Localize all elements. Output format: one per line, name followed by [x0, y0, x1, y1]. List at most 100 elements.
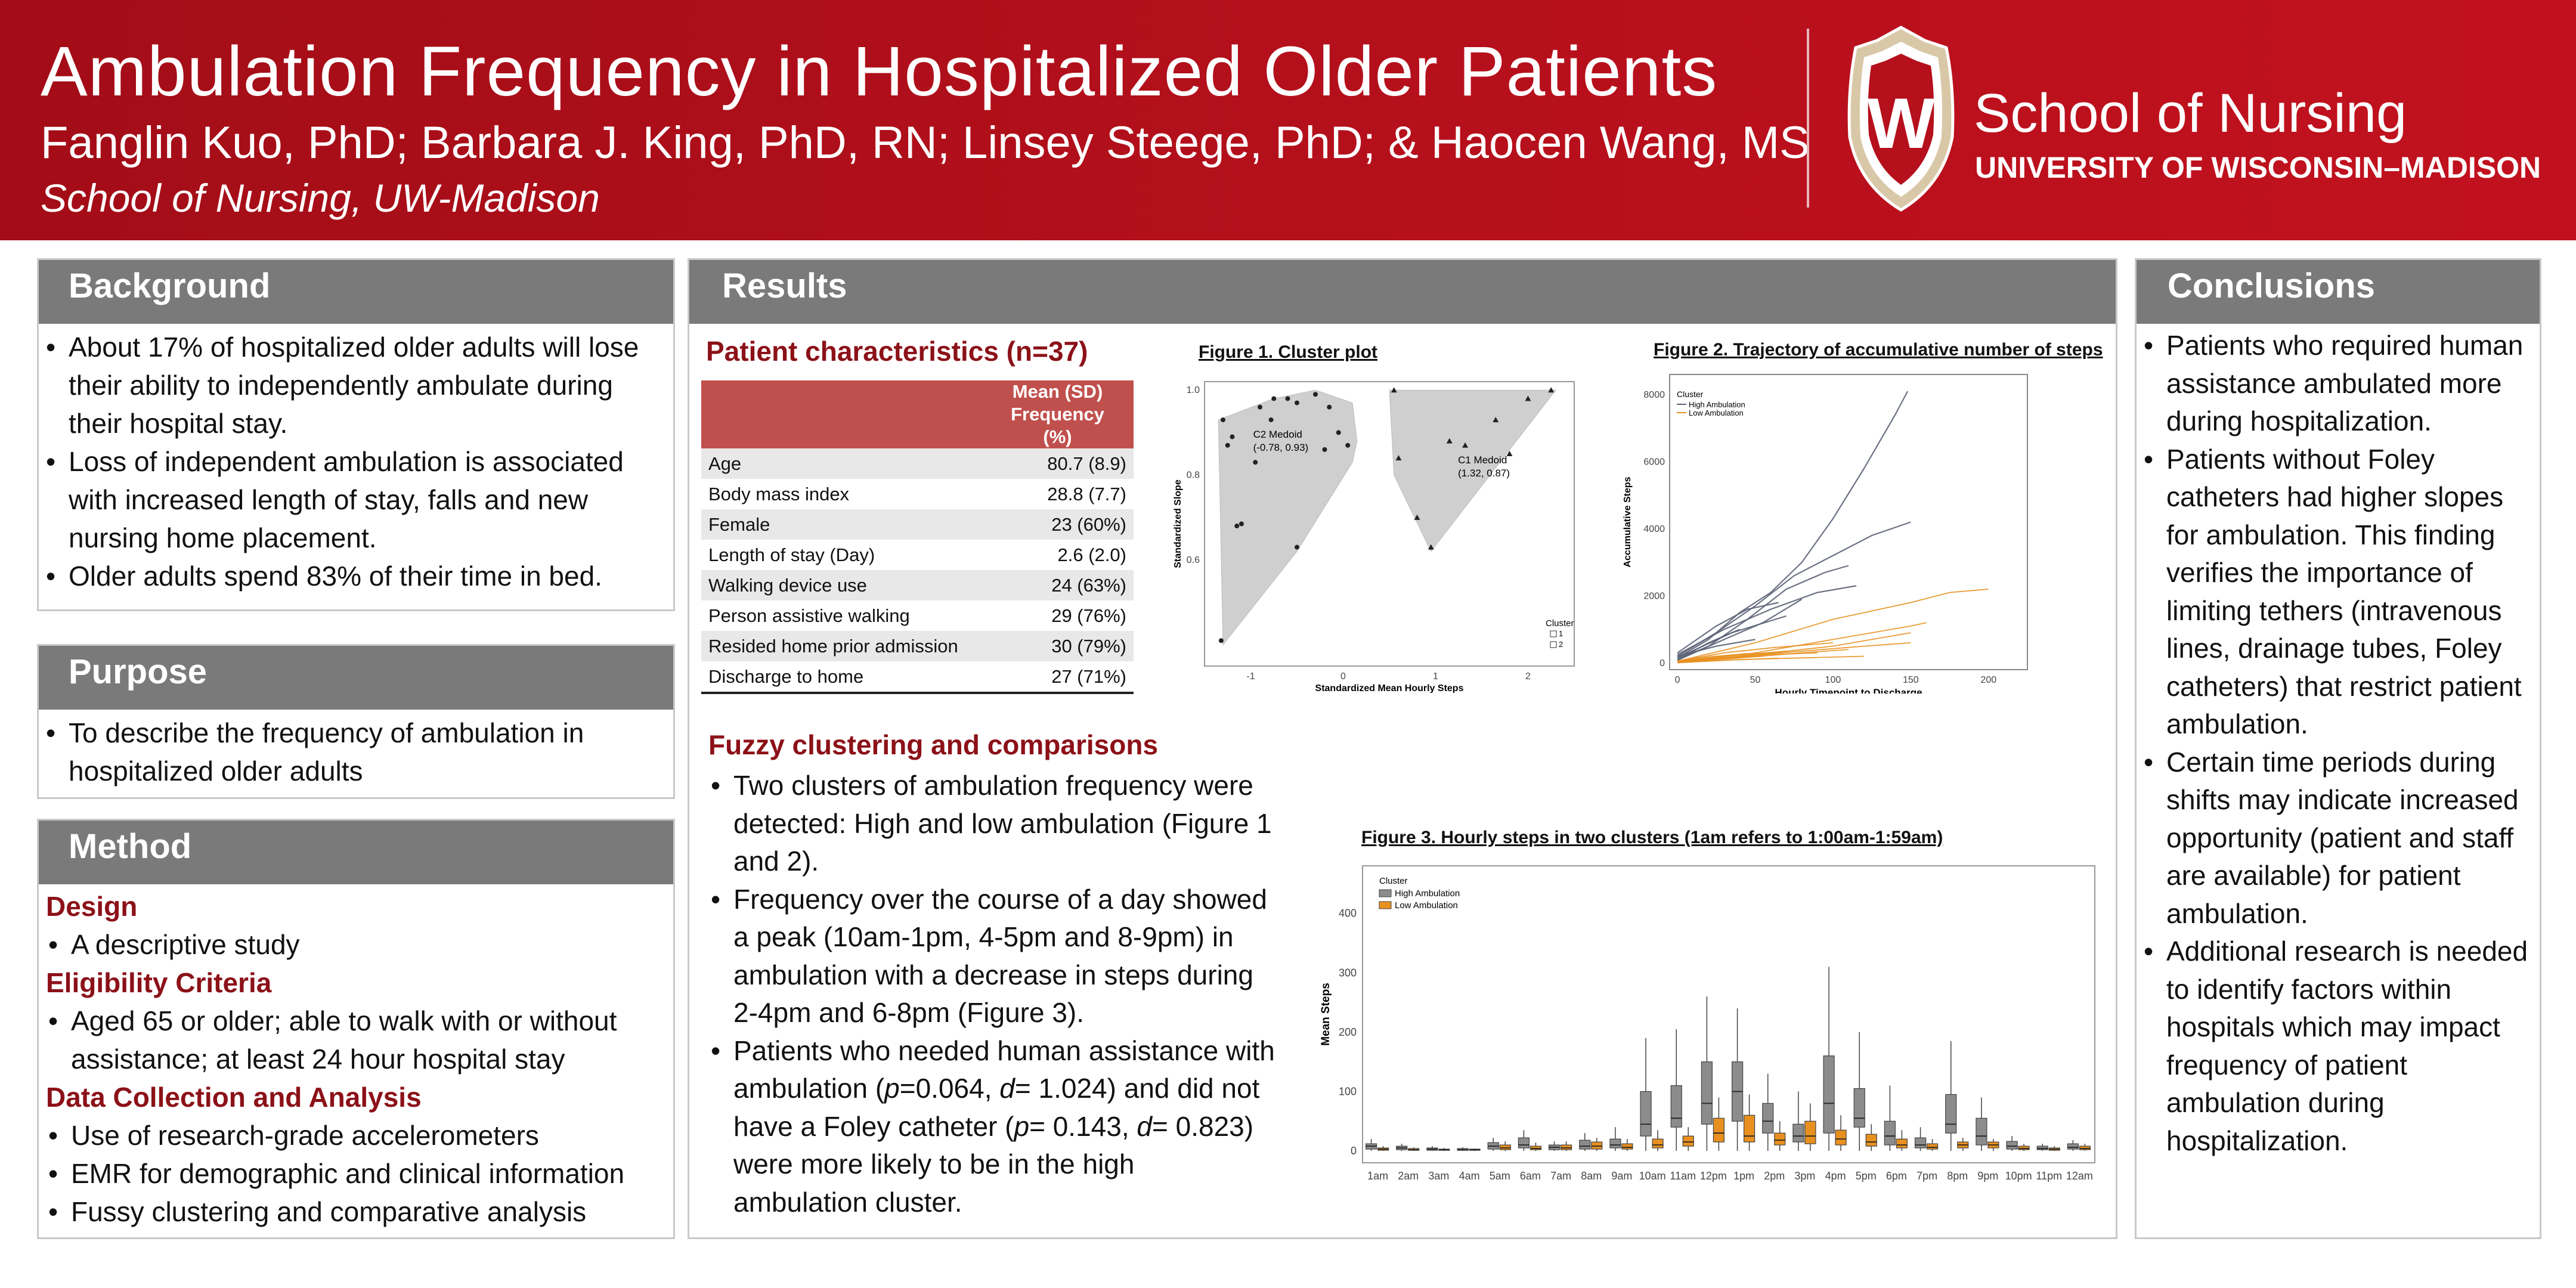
- box: [1914, 1137, 1927, 1148]
- eligibility-label: Eligibility Criteria: [46, 967, 272, 998]
- legend-key: [1550, 630, 1557, 637]
- cluster-point: [1268, 417, 1274, 423]
- table-header-label: [701, 380, 982, 448]
- cluster-point: [1253, 460, 1258, 465]
- cluster-point: [1225, 442, 1230, 448]
- legend-key: [1379, 901, 1392, 909]
- cluster-point: [1525, 395, 1531, 401]
- figure1-caption: Figure 1. Cluster plot: [1199, 342, 1378, 362]
- box: [1701, 1061, 1713, 1125]
- box: [1640, 1091, 1652, 1137]
- cluster-point: [1234, 524, 1240, 529]
- method-heading: Method: [39, 821, 673, 884]
- background-list: About 17% of hospitalized older adults w…: [44, 328, 664, 595]
- x-tick-label: 6am: [1520, 1170, 1541, 1182]
- data-collection-list: Use of research-grade accelerometers EMR…: [46, 1116, 666, 1231]
- list-item: Patients without Foley catheters had hig…: [2141, 441, 2532, 744]
- figure3-caption: Figure 3. Hourly steps in two clusters (…: [1361, 828, 1943, 847]
- figure3-boxplot: 1am 2am 3am 4am 5am 6am 7am 8am 9am 10am 11am 12pm 1…: [1320, 865, 2095, 1182]
- list-item: Patients who needed human assistance wit…: [708, 1032, 1276, 1222]
- cluster-point: [1506, 451, 1513, 457]
- x-tick-label: 2pm: [1764, 1170, 1785, 1182]
- x-axis-label: Hourly Timepoint to Discharge: [1775, 687, 1922, 693]
- poster-title: Ambulation Frequency in Hospitalized Old…: [41, 32, 1718, 111]
- logo-university-name: UNIVERSITY OF WISCONSIN–MADISON: [1975, 151, 2541, 184]
- cluster-point: [1395, 455, 1402, 461]
- purpose-heading: Purpose: [39, 646, 673, 710]
- box: [1713, 1117, 1725, 1143]
- list-item: Two clusters of ambulation frequency wer…: [708, 767, 1276, 881]
- box: [2079, 1145, 2091, 1150]
- x-tick-label: 1pm: [1733, 1170, 1754, 1182]
- x-tick-label: 7pm: [1916, 1170, 1937, 1182]
- cluster-point: [1391, 387, 1397, 393]
- list-item: EMR for demographic and clinical informa…: [46, 1154, 666, 1193]
- cluster-point: [1428, 544, 1434, 550]
- y-tick-label: 0: [1351, 1145, 1357, 1157]
- x-axis-label: Standardized Mean Hourly Steps: [1315, 683, 1464, 693]
- background-panel: Background About 17% of hospitalized old…: [37, 258, 675, 611]
- box: [1945, 1094, 1957, 1134]
- box: [1621, 1143, 1633, 1150]
- cluster-point: [1414, 514, 1420, 520]
- fuzzy-clustering-heading: Fuzzy clustering and comparisons: [708, 729, 1159, 760]
- method-panel: Method Design A descriptive study Eligib…: [37, 819, 675, 1239]
- conclusions-panel: Conclusions Patients who required human …: [2135, 258, 2541, 1239]
- x-tick-label: 3am: [1428, 1170, 1449, 1182]
- box: [2067, 1143, 2079, 1150]
- cluster-point: [1218, 638, 1224, 643]
- x-tick-label: 2: [1525, 671, 1531, 682]
- legend-key: [1379, 889, 1392, 897]
- x-tick-label: 0: [1675, 675, 1680, 685]
- y-tick-label: 300: [1339, 967, 1357, 979]
- crest-letter: W: [1867, 83, 1935, 163]
- x-tick-label: 5pm: [1856, 1170, 1877, 1182]
- box: [1896, 1138, 1908, 1148]
- legend-key: [1550, 641, 1557, 648]
- x-tick-label: 150: [1903, 675, 1919, 685]
- x-tick-label: 1: [1433, 671, 1438, 682]
- box: [1792, 1123, 1804, 1143]
- legend-label: Low Ambulation: [1395, 900, 1458, 911]
- x-tick-label: 0: [1340, 671, 1346, 682]
- box: [1804, 1120, 1816, 1144]
- eligibility-list: Aged 65 or older; able to walk with or w…: [46, 1002, 666, 1078]
- box: [1499, 1144, 1511, 1150]
- table-row: Female 23 (60%): [701, 509, 1134, 540]
- x-tick-label: 4am: [1459, 1170, 1480, 1182]
- legend-label: 1: [1559, 629, 1563, 638]
- high-ambulation-line: [1677, 602, 1779, 654]
- design-list: A descriptive study: [46, 925, 666, 964]
- header-divider: [1807, 29, 1809, 208]
- table-row: Resided home prior admission 30 (79%): [701, 631, 1134, 661]
- cluster-point: [1336, 430, 1341, 435]
- box: [1609, 1138, 1621, 1148]
- y-tick-label: 8000: [1643, 390, 1665, 400]
- y-axis-label: Standardized Slope: [1173, 479, 1183, 568]
- annotation-label: C1 Medoid: [1458, 454, 1507, 466]
- low-ambulation-line: [1677, 655, 1763, 663]
- x-tick-label: 4pm: [1825, 1170, 1846, 1182]
- purpose-panel: Purpose To describe the frequency of amb…: [37, 644, 675, 799]
- list-item: Aged 65 or older; able to walk with or w…: [46, 1002, 666, 1078]
- figure1-cluster-plot: C2 Medoid (-0.78, 0.93) C1 Medoid(1.32, 0.…: [1173, 381, 1575, 693]
- cluster-point: [1345, 442, 1351, 448]
- table-row: Walking device use 24 (63%): [701, 570, 1134, 600]
- legend-label: High Ambulation: [1689, 400, 1745, 409]
- y-tick-label: 0: [1659, 658, 1665, 668]
- cluster-point: [1313, 392, 1318, 397]
- box: [1579, 1140, 1591, 1150]
- box: [1884, 1120, 1896, 1145]
- legend-label: 2: [1559, 640, 1563, 649]
- box: [2006, 1141, 2018, 1150]
- box: [1743, 1114, 1755, 1143]
- high-ambulation-line: [1677, 521, 1911, 657]
- cluster-point: [1230, 434, 1235, 439]
- x-tick-label: 200: [1980, 675, 1996, 685]
- list-item: Older adults spend 83% of their time in …: [44, 557, 664, 595]
- y-tick-label: 2000: [1643, 591, 1665, 601]
- x-tick-label: 8am: [1581, 1170, 1602, 1182]
- uw-crest-logo: W: [1847, 26, 1955, 212]
- low-ambulation-line: [1677, 653, 1748, 662]
